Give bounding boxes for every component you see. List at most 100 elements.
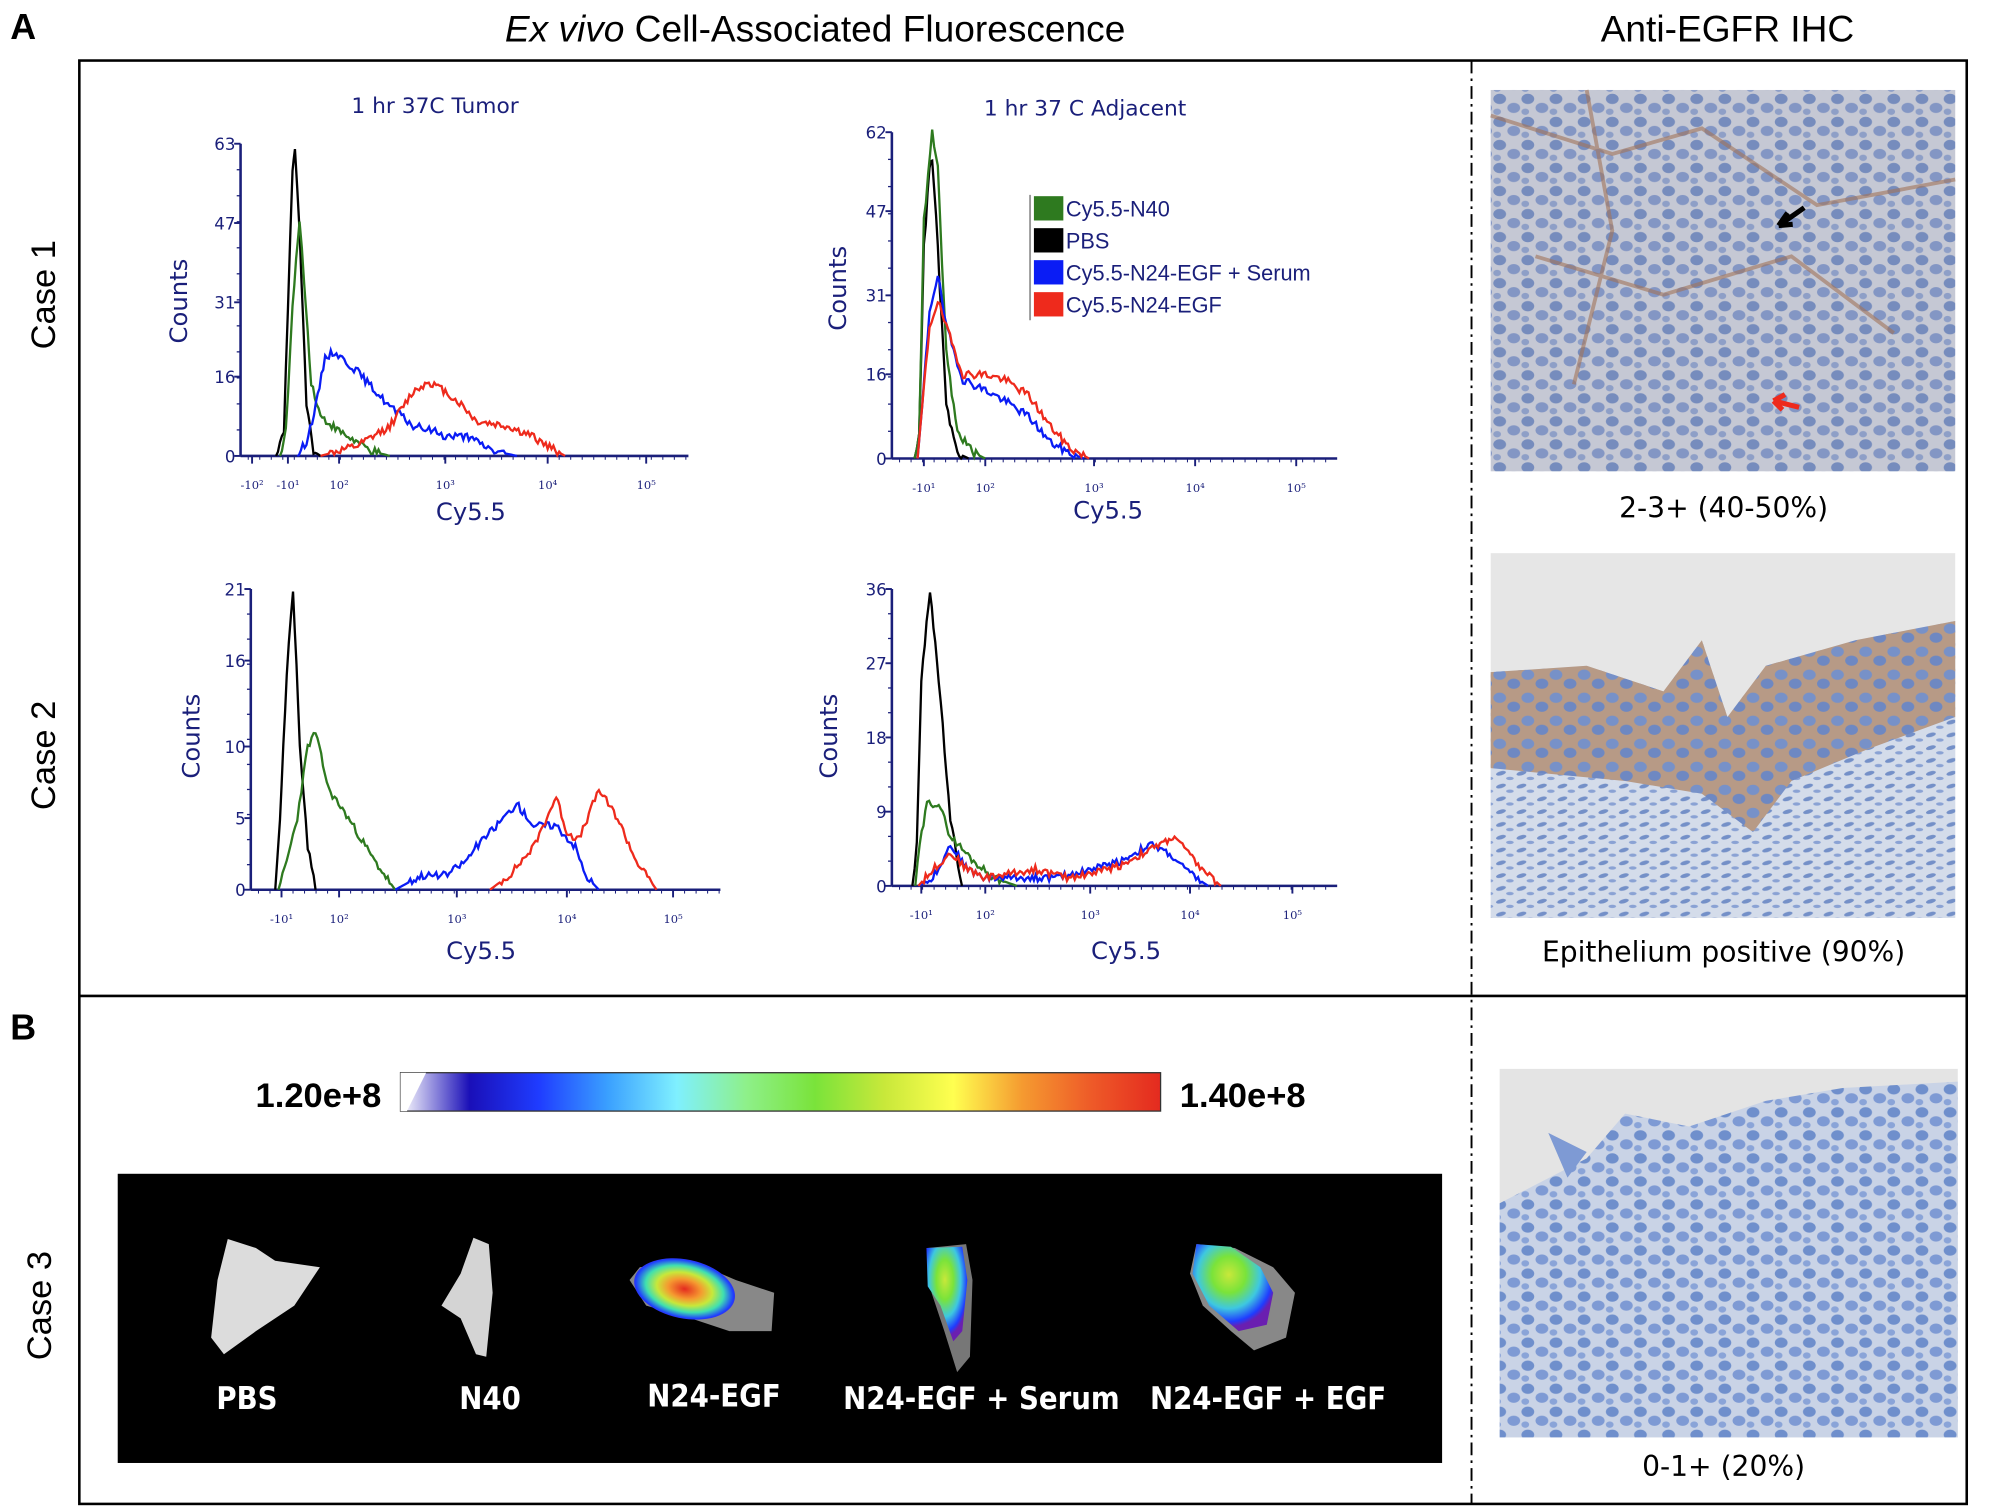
ihc-title: Anti-EGFR IHC (1601, 7, 1855, 49)
x-tick-label: -10¹ (270, 912, 293, 926)
sample-label: N40 (459, 1381, 521, 1417)
x-tick-label: 10⁴ (1186, 481, 1206, 495)
y-tick-label: 16 (214, 368, 235, 387)
y-tick-label: 47 (214, 214, 235, 233)
histogram-4: 0 9 18 27 36 -10¹ 10² 10³ 10⁴ 10⁵ Cy5.5 Counts (814, 580, 1338, 965)
series-cy5-5-n40 (278, 221, 391, 458)
histogram-2: 1 hr 37 C Adjacent 0 16 31 47 62 -10¹ 10² 10³ 10⁴… (823, 97, 1338, 525)
series-pbs (911, 592, 964, 887)
series-cy5-5-n24-egf (489, 788, 658, 891)
y-axis-label: Counts (814, 694, 843, 779)
y-tick-label: 31 (866, 287, 887, 306)
ihc-caption: Epithelium positive (90%) (1542, 935, 1905, 968)
y-tick-label: 16 (866, 366, 887, 385)
ex-vivo-imaging-panel: PBS N40 N24-EGF N24-EGF + Serum N24-EGF … (117, 1173, 1443, 1463)
x-tick-label: 10³ (1084, 481, 1104, 495)
x-axis-label: Cy5.5 (1073, 496, 1143, 525)
sample-label: N24-EGF (647, 1379, 780, 1415)
ihc-caption: 0-1+ (20%) (1642, 1450, 1805, 1483)
x-tick-label: 10³ (436, 478, 456, 492)
colorbar (399, 1072, 1162, 1112)
y-tick-label: 63 (214, 135, 235, 154)
y-tick-label: 0 (235, 881, 246, 900)
legend-swatch-n40 (1033, 196, 1064, 221)
panel-label-b: B (10, 1007, 36, 1047)
y-axis-label: Counts (164, 259, 193, 344)
series-cy5-5-n24-egf (917, 834, 1222, 887)
y-tick-label: 0 (876, 877, 887, 896)
y-tick-label: 9 (876, 803, 887, 822)
y-tick-label: 18 (866, 729, 887, 748)
chart-title: 1 hr 37 C Adjacent (984, 97, 1186, 122)
y-axis-label: Counts (177, 694, 206, 779)
legend-swatch-serum (1033, 260, 1064, 285)
x-tick-label: 10³ (1081, 908, 1101, 922)
colorbar-min-label: 1.20e+8 (256, 1077, 382, 1115)
legend-label: Cy5.5-N40 (1066, 197, 1170, 222)
sample-label: N24-EGF + Serum (843, 1381, 1120, 1417)
series-cy5-5-n24-egf (320, 380, 566, 458)
case-3-label: Case 3 (21, 1251, 59, 1360)
x-tick-label: 10⁴ (538, 478, 558, 492)
colorbar-max-label: 1.40e+8 (1180, 1077, 1306, 1115)
x-axis-label: Cy5.5 (446, 936, 516, 965)
case-2-label: Case 2 (25, 701, 63, 810)
sample-label: PBS (216, 1381, 277, 1417)
x-tick-label: 10⁴ (1180, 908, 1200, 922)
x-tick-label: 10⁴ (557, 912, 577, 926)
y-tick-label: 31 (214, 294, 235, 313)
legend-label: Cy5.5-N24-EGF + Serum (1066, 261, 1311, 286)
y-tick-label: 16 (225, 652, 246, 671)
y-tick-label: 0 (876, 450, 887, 469)
legend-label: Cy5.5-N24-EGF (1066, 293, 1222, 318)
y-axis-label: Counts (823, 246, 852, 331)
x-tick-label: 10² (976, 908, 995, 922)
y-tick-label: 21 (225, 580, 246, 599)
x-tick-label: -10¹ (910, 908, 933, 922)
case-1-label: Case 1 (25, 240, 63, 349)
series-cy5-5-n24-egf (916, 300, 1090, 460)
colorbar-white-wedge (400, 1072, 427, 1112)
y-tick-label: 5 (235, 810, 246, 829)
x-axis-label: Cy5.5 (436, 497, 506, 526)
tissue-n40 (441, 1237, 493, 1357)
ihc-image-case-3 (1499, 1068, 1958, 1438)
y-tick-label: 0 (225, 447, 236, 466)
series-cy5-5-n24-egf-serum (296, 345, 518, 458)
panel-label-a: A (10, 7, 36, 47)
ihc-caption: 2-3+ (40-50%) (1619, 491, 1828, 524)
main-title: Ex vivo Cell-Associated Fluorescence (505, 7, 1126, 49)
y-tick-label: 27 (866, 655, 887, 674)
x-tick-label: -10¹ (276, 478, 299, 492)
legend-swatch-n24egf (1033, 292, 1064, 317)
chart-title: 1 hr 37C Tumor (351, 94, 518, 119)
x-tick-label: 10⁵ (1287, 481, 1307, 495)
ihc-image-case-2 (1490, 553, 1956, 918)
x-tick-label: 10⁵ (663, 912, 683, 926)
x-tick-label: 10⁵ (1283, 908, 1303, 922)
figure-frame (78, 59, 1969, 1506)
red-arrow-icon (1771, 392, 1800, 412)
legend-swatch-pbs (1033, 228, 1064, 253)
x-tick-label: 10⁵ (637, 478, 657, 492)
x-axis-label: Cy5.5 (1091, 936, 1161, 965)
series-cy5-5-n40 (277, 731, 397, 891)
histogram-3: 0 5 10 16 21 -10¹ 10² 10³ 10⁴ 10⁵ Cy5.5 Counts (177, 580, 721, 965)
x-tick-label: -10¹ (912, 481, 935, 495)
x-tick-label: 10² (329, 912, 348, 926)
tissue-pbs (211, 1239, 320, 1355)
y-tick-label: 36 (866, 580, 887, 599)
legend: Cy5.5-N40 PBS Cy5.5-N24-EGF + Serum Cy5.… (1029, 194, 1311, 321)
series-pbs (913, 158, 970, 461)
histograms: 1 hr 37C Tumor 0 16 31 47 63 -10² -10¹ 10² 10³ 10⁴… (164, 94, 1338, 965)
histogram-1: 1 hr 37C Tumor 0 16 31 47 63 -10² -10¹ 10² 10³ 10⁴… (164, 94, 689, 526)
series-cy5-5-n24-egf-serum (394, 801, 600, 891)
legend-label: PBS (1066, 229, 1110, 254)
y-tick-label: 62 (866, 124, 887, 143)
x-tick-label: 10² (976, 481, 995, 495)
y-tick-label: 10 (225, 738, 246, 757)
x-tick-label: -10² (241, 478, 264, 492)
series-cy5-5-n40 (914, 799, 1018, 887)
series-cy5-5-n40 (913, 129, 986, 461)
